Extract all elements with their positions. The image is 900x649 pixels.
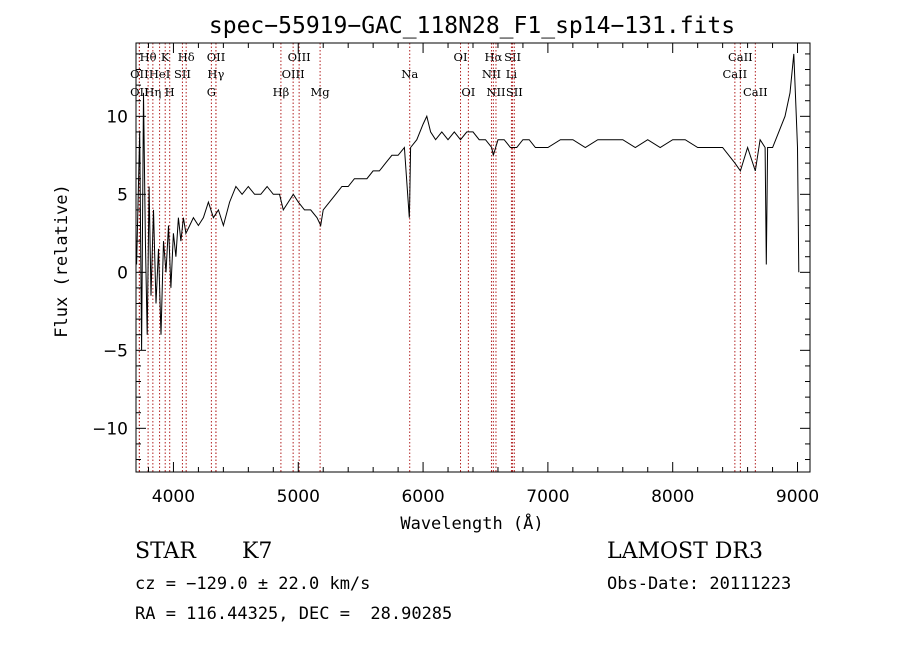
marker-label-27: CaII [743,85,768,99]
marker-label-0: Hθ [140,50,157,64]
chart-title: spec−55919−GAC_118N28_F1_sp14−131.fits [209,13,735,39]
marker-label-7: SII [504,50,521,64]
marker-label-23: Mg [311,85,331,99]
x-axis-label: Wavelength (Å) [400,512,543,534]
marker-label-8: CaII [728,50,753,64]
y-tick-label--5: −5 [103,341,128,361]
marker-label-6: Hα [484,50,502,64]
marker-label-20: H [165,85,175,99]
object-subclass: K7 [242,539,273,564]
y-tick-label-5: 5 [117,185,128,205]
observation-date: Obs-Date: 20111223 [607,574,792,594]
plot-frame [135,42,811,473]
marker-label-17: CaII [722,67,747,81]
marker-label-10: HeI [149,67,170,81]
marker-label-11: SII [174,67,191,81]
velocity-readout: cz = −129.0 ± 22.0 km/s [135,574,371,594]
spectrum-line [136,53,800,351]
y-axis-label: Flux (relative) [52,184,72,338]
marker-label-4: OIII [288,50,311,64]
marker-label-16: Li [506,67,518,81]
object-class: STAR [135,539,196,564]
marker-label-19: Hη [144,85,161,99]
y-tick-label--10: −10 [92,419,128,439]
marker-label-9: OII [130,67,149,81]
x-tick-label-8000: 8000 [651,487,694,507]
x-tick-label-7000: 7000 [526,487,569,507]
marker-label-5: OI [454,50,468,64]
marker-label-22: Hβ [273,85,290,99]
x-tick-label-5000: 5000 [277,487,320,507]
marker-label-2: Hδ [178,50,195,64]
survey-name: LAMOST DR3 [607,539,763,564]
marker-label-25: NII [486,85,505,99]
marker-label-13: OIII [282,67,305,81]
x-tick-label-4000: 4000 [152,487,195,507]
marker-label-21: G [207,85,216,99]
marker-label-14: Na [401,67,418,81]
x-tick-label-9000: 9000 [776,487,819,507]
marker-label-24: OI [461,85,475,99]
coordinates-readout: RA = 116.44325, DEC = 28.90285 [135,604,453,624]
y-tick-label-10: 10 [106,107,128,127]
marker-label-12: Hγ [207,67,224,81]
marker-label-1: K [161,50,170,64]
marker-label-26: SII [506,85,523,99]
x-tick-label-6000: 6000 [401,487,444,507]
y-tick-label-0: 0 [117,263,128,283]
axes: 4000 5000 6000 7000 8000 9000 −10 −5 0 5 10 [92,43,819,507]
marker-label-15: NII [482,67,501,81]
